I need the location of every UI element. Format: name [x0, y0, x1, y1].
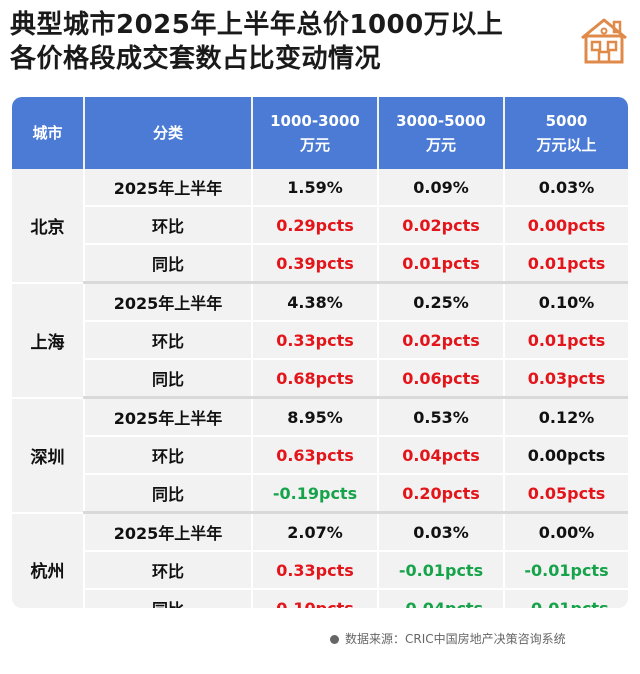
header-5000-plus-line2: 万元以上 [536, 136, 597, 154]
title-line-2: 各价格段成交套数占比变动情况 [10, 44, 382, 74]
page-title: 典型城市2025年上半年总价1000万以上 各价格段成交套数占比变动情况 [10, 8, 570, 76]
value-cell: 0.33pcts [252, 551, 379, 590]
category-cell: 环比 [84, 321, 253, 360]
header-row: 城市 分类 1000-3000 万元 3000-5000 万元 5000 万元以… [12, 97, 628, 169]
header-5000-plus: 5000 万元以上 [504, 97, 628, 169]
source-note: 数据来源：CRIC中国房地产决策咨询系统 [330, 630, 566, 647]
value-cell: 0.02pcts [378, 321, 505, 360]
city-cell: 杭州 [12, 512, 85, 608]
value-cell: 0.63pcts [252, 436, 379, 475]
category-cell: 同比 [84, 359, 253, 399]
table-row: 同比0.10pcts-0.04pcts-0.01pcts [12, 589, 628, 608]
value-cell: 0.29pcts [252, 206, 379, 245]
category-cell: 2025年上半年 [84, 169, 253, 207]
table-row: 同比 -0.19pcts 0.20pcts 0.05pcts [12, 474, 628, 514]
table-row: 北京 2025年上半年 1.59% 0.09% 0.03% [12, 169, 628, 284]
table-row: 环比 0.29pcts 0.02pcts 0.00pcts [12, 206, 628, 245]
table-row: 同比 0.68pcts 0.06pcts 0.03pcts [12, 359, 628, 399]
value-cell: -0.01pcts [504, 551, 628, 590]
value-cell: 4.38% [252, 282, 379, 322]
house-icon [581, 18, 627, 64]
value-cell: 0.01pcts [378, 244, 505, 284]
value-cell: 0.12% [504, 397, 628, 437]
table-row: 杭州 2025年上半年 2.07% 0.03% 0.00% [12, 512, 628, 608]
price-segment-table: 城市 分类 1000-3000 万元 3000-5000 万元 5000 万元以… [12, 97, 628, 608]
value-cell: -0.01pcts [378, 551, 505, 590]
category-cell: 环比 [84, 436, 253, 475]
value-cell: 0.02pcts [378, 206, 505, 245]
category-cell: 同比 [84, 589, 253, 608]
header-3000-5000-line2: 万元 [425, 136, 456, 154]
category-cell: 同比 [84, 474, 253, 514]
source-text: 数据来源：CRIC中国房地产决策咨询系统 [345, 632, 566, 646]
value-cell: 0.01pcts [504, 244, 628, 284]
header-3000-5000-line1: 3000-5000 [396, 112, 486, 130]
table-row: 同比 0.39pcts 0.01pcts 0.01pcts [12, 244, 628, 284]
table-row: 深圳 2025年上半年 8.95% 0.53% 0.12% [12, 397, 628, 514]
table-row: 上海 2025年上半年 4.38% 0.25% 0.10% [12, 282, 628, 399]
table-row: 环比 0.33pcts -0.01pcts -0.01pcts [12, 551, 628, 590]
value-cell: 0.03pcts [504, 359, 628, 399]
value-cell: 0.10pcts [252, 589, 379, 608]
value-cell: 0.25% [378, 282, 505, 322]
city-cell: 北京 [12, 169, 85, 284]
value-cell: 0.20pcts [378, 474, 505, 514]
value-cell: 0.03% [504, 169, 628, 207]
value-cell: 0.04pcts [378, 436, 505, 475]
bullet-icon [330, 635, 339, 644]
title-line-1: 典型城市2025年上半年总价1000万以上 [10, 10, 504, 40]
header-1000-3000-line1: 1000-3000 [270, 112, 360, 130]
category-cell: 2025年上半年 [84, 512, 253, 552]
value-cell: 0.06pcts [378, 359, 505, 399]
value-cell: 0.33pcts [252, 321, 379, 360]
value-cell: -0.04pcts [378, 589, 505, 608]
header-1000-3000: 1000-3000 万元 [252, 97, 379, 169]
city-cell: 上海 [12, 282, 85, 399]
value-cell: 1.59% [252, 169, 379, 207]
category-cell: 环比 [84, 206, 253, 245]
value-cell: 0.53% [378, 397, 505, 437]
category-cell: 2025年上半年 [84, 282, 253, 322]
value-cell: 0.05pcts [504, 474, 628, 514]
table-row: 环比 0.63pcts 0.04pcts 0.00pcts [12, 436, 628, 475]
table-row: 环比 0.33pcts 0.02pcts 0.01pcts [12, 321, 628, 360]
value-cell: 0.10% [504, 282, 628, 322]
header-1000-3000-line2: 万元 [299, 136, 330, 154]
category-cell: 同比 [84, 244, 253, 284]
value-cell: 0.00pcts [504, 436, 628, 475]
value-cell: 0.09% [378, 169, 505, 207]
category-cell: 环比 [84, 551, 253, 590]
category-cell: 2025年上半年 [84, 397, 253, 437]
header-category: 分类 [84, 97, 253, 169]
header-5000-plus-line1: 5000 [545, 112, 588, 130]
value-cell: -0.19pcts [252, 474, 379, 514]
value-cell: 2.07% [252, 512, 379, 552]
value-cell: 0.00% [504, 512, 628, 552]
city-cell: 深圳 [12, 397, 85, 514]
data-table: 城市 分类 1000-3000 万元 3000-5000 万元 5000 万元以… [12, 97, 628, 608]
value-cell: -0.01pcts [504, 589, 628, 608]
value-cell: 0.68pcts [252, 359, 379, 399]
value-cell: 0.01pcts [504, 321, 628, 360]
value-cell: 0.39pcts [252, 244, 379, 284]
table-body: 北京 2025年上半年 1.59% 0.09% 0.03% 环比 0.29pcts 0.02p… [12, 169, 628, 608]
value-cell: 8.95% [252, 397, 379, 437]
value-cell: 0.00pcts [504, 206, 628, 245]
value-cell: 0.03% [378, 512, 505, 552]
header-3000-5000: 3000-5000 万元 [378, 97, 505, 169]
header-city: 城市 [12, 97, 85, 169]
